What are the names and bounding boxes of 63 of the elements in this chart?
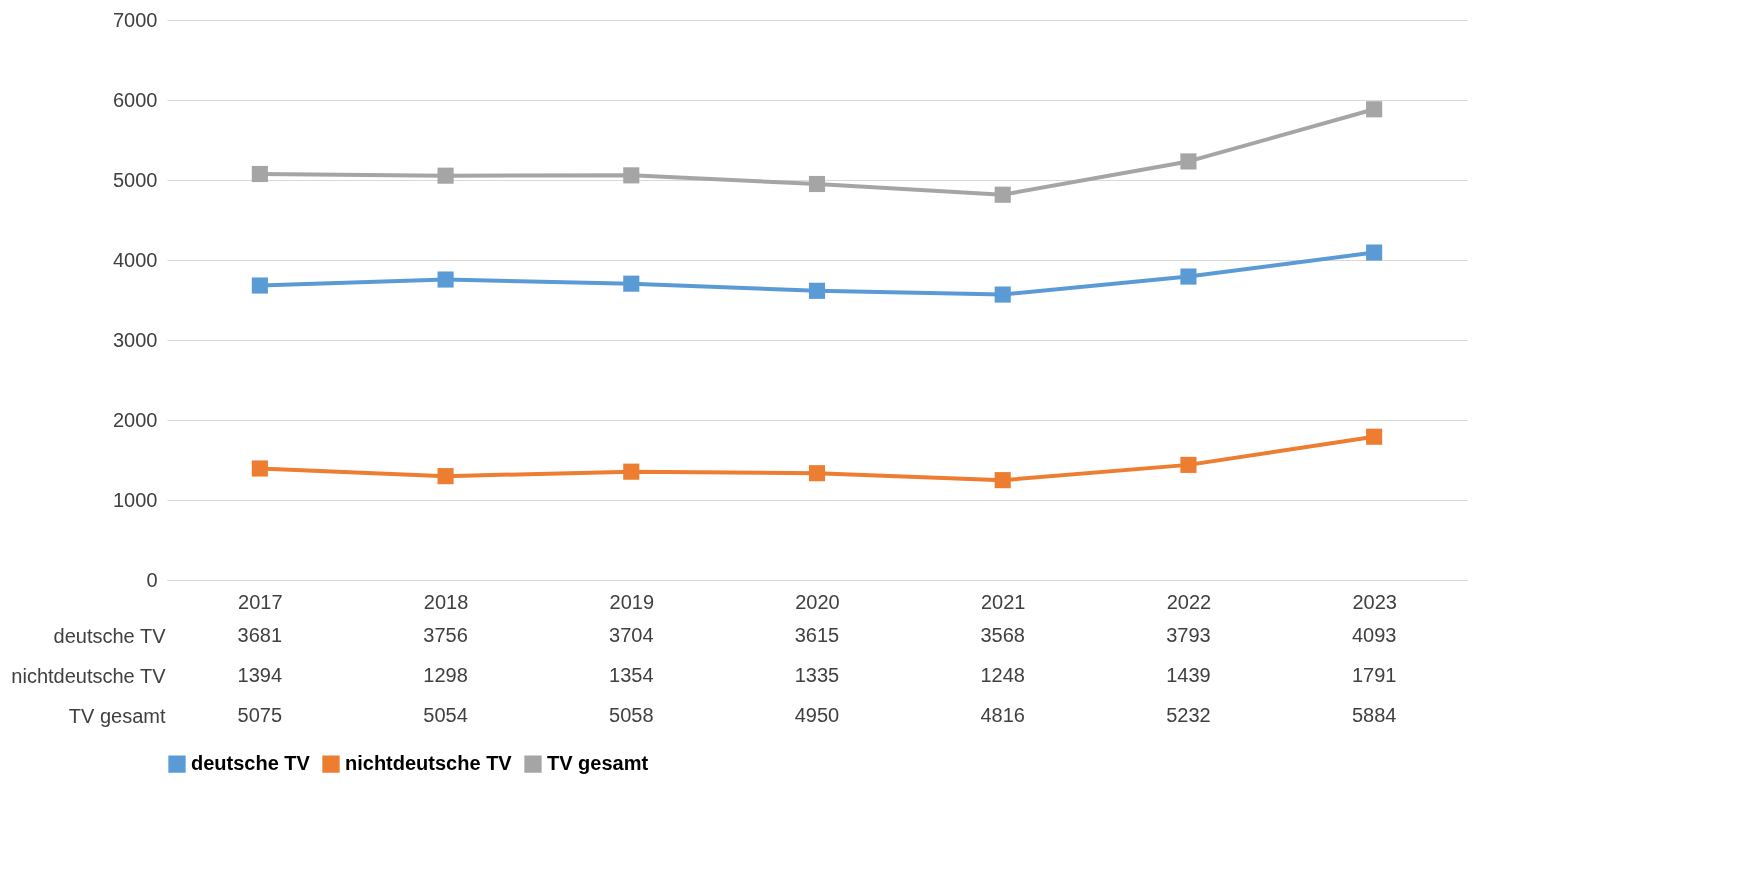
data-label: 1335 [794, 664, 840, 686]
data-label: 3704 [609, 624, 654, 646]
legend-label: nichtdeutsche TV [345, 752, 513, 775]
point [994, 186, 1011, 203]
x-tick-label: 2019 [609, 590, 655, 613]
data-label: 1791 [1351, 664, 1397, 686]
y-tick-label: 6000 [113, 88, 158, 111]
point [251, 165, 268, 183]
data-label: 3681 [237, 624, 283, 646]
data-label: 5884 [1351, 704, 1397, 726]
x-tick-label: 2017 [238, 590, 283, 613]
point [623, 463, 640, 480]
point [623, 167, 640, 184]
data-label: 1394 [237, 664, 283, 686]
data-label: 3568 [980, 624, 1025, 646]
text: deutsche TV [53, 624, 166, 647]
data-label: 5054 [423, 704, 468, 726]
point [994, 472, 1011, 489]
legend-label: deutsche TV [191, 752, 311, 775]
point [1366, 428, 1383, 445]
y-tick-label: 4000 [113, 248, 158, 271]
point [251, 277, 268, 294]
x-tick-label: 2022 [1166, 590, 1212, 613]
point [437, 468, 454, 485]
point [808, 465, 826, 482]
text: nichtdeutsche TV [11, 664, 166, 687]
point [808, 282, 826, 299]
point [437, 167, 454, 184]
point [1180, 268, 1197, 285]
point [251, 460, 268, 477]
point [437, 271, 454, 288]
data-label: 3615 [794, 624, 840, 646]
data-label: 4093 [1351, 624, 1397, 646]
legend-label: TV gesamt [547, 752, 649, 775]
data-label: 5232 [1166, 704, 1211, 726]
point [994, 286, 1011, 303]
data-label: 1354 [609, 664, 654, 686]
point [623, 275, 640, 292]
y-tick-label: 5000 [113, 168, 158, 191]
y-tick-label: 1000 [113, 488, 158, 511]
text: TV gesamt [68, 704, 166, 727]
point [1180, 456, 1197, 473]
y-tick-label: 7000 [113, 8, 158, 31]
data-label: 1298 [423, 664, 468, 686]
x-tick-label: 2021 [980, 590, 1026, 613]
data-label: 4816 [980, 704, 1025, 726]
point [808, 175, 826, 193]
data-label: 5075 [237, 704, 283, 726]
data-label: 3756 [423, 624, 468, 646]
x-tick-label: 2018 [423, 590, 469, 613]
point [1366, 244, 1383, 261]
data-label: 3793 [1166, 624, 1211, 646]
data-label: 4950 [794, 704, 840, 726]
x-tick-label: 2020 [795, 590, 840, 613]
y-tick-label: 2000 [113, 408, 158, 431]
data-label: 5058 [609, 704, 654, 726]
data-label: 1248 [980, 664, 1025, 686]
x-tick-label: 2023 [1352, 590, 1397, 613]
y-tick-label: 3000 [113, 328, 158, 351]
y-tick-label: 0 [146, 568, 158, 591]
point [1366, 101, 1383, 118]
point [1180, 153, 1197, 170]
data-label: 1439 [1166, 664, 1211, 686]
